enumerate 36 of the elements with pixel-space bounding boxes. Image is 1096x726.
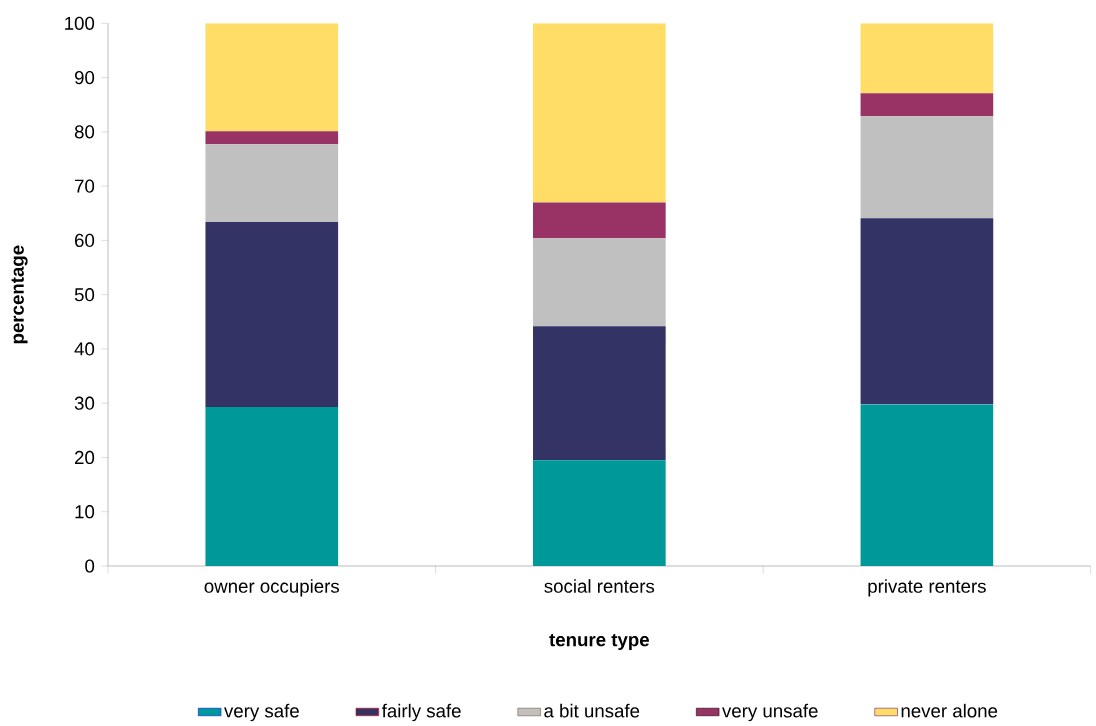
legend-label: very unsafe	[722, 703, 818, 722]
bar	[533, 202, 666, 239]
bar	[205, 221, 339, 407]
y-tick-label: 60	[75, 233, 95, 248]
bar	[533, 23, 666, 203]
legend-label: never alone	[901, 703, 998, 718]
y-tick-label: 0	[85, 559, 95, 573]
x-axis-title: tenure type	[549, 633, 649, 650]
bar	[860, 218, 994, 405]
bar	[860, 23, 994, 94]
y-tick-label: 100	[65, 16, 95, 30]
bar	[205, 131, 339, 145]
y-tick-label: 30	[74, 396, 95, 410]
y-tick-label: 10	[75, 505, 95, 519]
bar	[533, 460, 666, 566]
y-tick-label: 20	[75, 450, 95, 465]
bar	[533, 326, 666, 461]
bar	[205, 144, 339, 222]
bar	[533, 238, 666, 327]
x-tick-label: private renters	[868, 579, 986, 597]
y-tick-label: 80	[74, 125, 95, 139]
y-tick-label: 40	[74, 342, 95, 356]
x-tick-label: social renters	[544, 579, 655, 593]
y-tick-label: 90	[74, 70, 95, 85]
legend-label: fairly safe	[381, 703, 461, 722]
bar	[860, 404, 994, 566]
legend-label: very safe	[224, 703, 299, 722]
bar	[860, 93, 994, 117]
x-tick-label: owner occupiers	[204, 579, 340, 597]
y-tick-label: 50	[74, 288, 95, 302]
y-tick-label: 70	[75, 179, 95, 193]
legend-label: a bit unsafe	[544, 703, 640, 718]
bar	[205, 407, 339, 566]
bar	[860, 116, 994, 219]
y-axis-title: percentage	[11, 245, 28, 344]
bar	[205, 23, 339, 132]
